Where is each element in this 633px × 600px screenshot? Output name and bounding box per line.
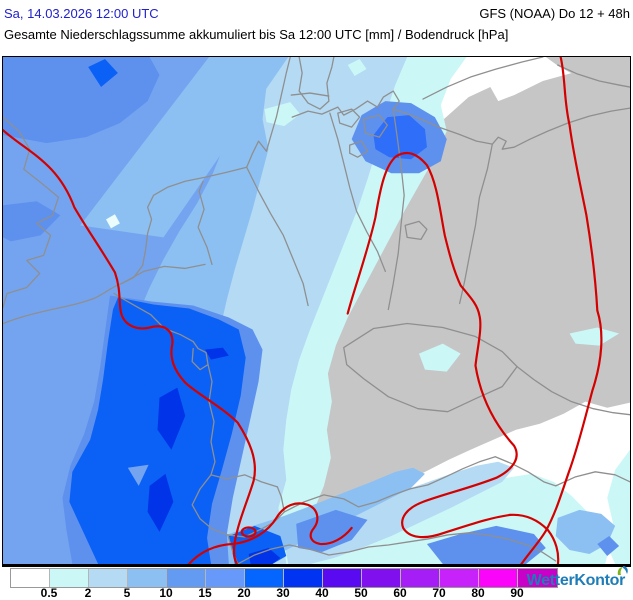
precip-30mm-diamond-2: [147, 473, 174, 532]
legend-cell: [206, 569, 245, 587]
border-czech-slovakia: [516, 365, 630, 416]
weather-map: [3, 57, 630, 564]
border-austria-south: [237, 532, 557, 564]
border-slovakia-hungary: [494, 456, 557, 487]
precip-05mm-patch-east: [569, 327, 620, 346]
precip-15mm-left-patch: [3, 201, 61, 242]
legend-cell: [479, 569, 518, 587]
legend-cell: [362, 569, 401, 587]
legend-value: 90: [510, 586, 524, 600]
legend-value: 5: [123, 586, 131, 600]
wetterkontor-logo: WetterKontor: [507, 566, 628, 596]
legend-value: 70: [432, 586, 446, 600]
legend-cell: [128, 569, 167, 587]
coast-sweden: [422, 57, 630, 100]
precip-20mm-lens: [205, 347, 229, 360]
legend-cell: [167, 569, 206, 587]
dry-land-poland-czech-austria: [293, 63, 630, 535]
precip-30mm-diamond-1: [157, 387, 186, 450]
precip-light-hole-france: [127, 464, 149, 486]
legend-value: 0.5: [40, 586, 58, 600]
legend-value: 2: [84, 586, 92, 600]
isobar-south-arc: [187, 502, 353, 564]
coast-jutland-east: [298, 57, 335, 110]
isobar-east: [520, 57, 603, 564]
precip-05mm-top-diamond: [347, 59, 367, 77]
precip-5mm-diagonal-band: [80, 57, 289, 238]
precip-15mm-nw-corner: [3, 57, 160, 144]
precip-15mm-se-diamond: [597, 535, 620, 556]
border-austria-germany: [283, 456, 496, 513]
legend-cell: [323, 569, 362, 587]
isobars: [3, 57, 603, 564]
border-german-state-3: [387, 108, 405, 311]
legend-value: 10: [159, 586, 173, 600]
legend-cell: [50, 569, 89, 587]
legend-value: 60: [393, 586, 407, 600]
map-title: Gesamte Niederschlagssumme akkumuliert b…: [4, 27, 509, 42]
border-hungary-south: [555, 471, 630, 487]
border-czech-republic: [343, 322, 518, 413]
border-france-belgium: [113, 292, 194, 343]
border-switzerland-north: [210, 474, 279, 488]
precip-05mm-strip-southeast: [607, 449, 630, 564]
coast-danish-isles: [337, 108, 388, 158]
precip-20mm-nw-diamond: [88, 59, 118, 88]
legend-cell: [284, 569, 323, 587]
legend-value: 30: [276, 586, 290, 600]
legend-value: 20: [237, 586, 251, 600]
border-berlin: [404, 220, 428, 241]
logo-text: WetterKontor: [526, 572, 626, 589]
precip-05mm-patch-saxony: [419, 343, 461, 372]
legend-cell: [11, 569, 50, 587]
precip-light-hole-northsea: [106, 214, 120, 229]
precip-05mm-jutland-patch: [264, 102, 301, 127]
legend-cell: [440, 569, 479, 587]
precip-20mm-france-core: [69, 297, 246, 564]
border-germany-poland-oder: [458, 143, 493, 305]
precip-20mm-alps-east: [426, 525, 546, 564]
precip-30mm-liguria-core: [248, 547, 281, 564]
isobar-denmark-arc: [346, 151, 560, 564]
legend-cell: [401, 569, 440, 587]
isobar-west: [3, 129, 256, 564]
legend-cell: [89, 569, 128, 587]
legend-value: 80: [471, 586, 485, 600]
legend-value: 40: [315, 586, 329, 600]
map-frame: [2, 56, 631, 567]
border-german-state-1: [246, 166, 309, 307]
legend-value: 50: [354, 586, 368, 600]
isobar-closed-low: [240, 526, 257, 538]
legend-bar: [10, 568, 558, 588]
forecast-valid-datetime: Sa, 14.03.2026 12:00 UTC: [4, 6, 159, 21]
legend-cell: [518, 569, 557, 587]
coast-baltic: [291, 90, 630, 150]
logo-swirl-icon: [617, 566, 628, 575]
border-netherlands-germany: [197, 180, 213, 266]
border-denmark-germany: [290, 92, 330, 97]
coast-uk: [3, 116, 60, 309]
legend-value: 15: [198, 586, 212, 600]
border-german-state-2: [329, 112, 386, 273]
border-france-germany-rhine: [207, 363, 216, 476]
legend-cell: [245, 569, 284, 587]
model-run-label: GFS (NOAA) Do 12 + 48h: [479, 6, 630, 21]
legend-labels: 0.5 2 5 10 15 20 30 40 50 60 70 80 90: [10, 586, 570, 600]
country-borders: [3, 57, 630, 564]
border-belgium-netherlands: [121, 263, 206, 285]
